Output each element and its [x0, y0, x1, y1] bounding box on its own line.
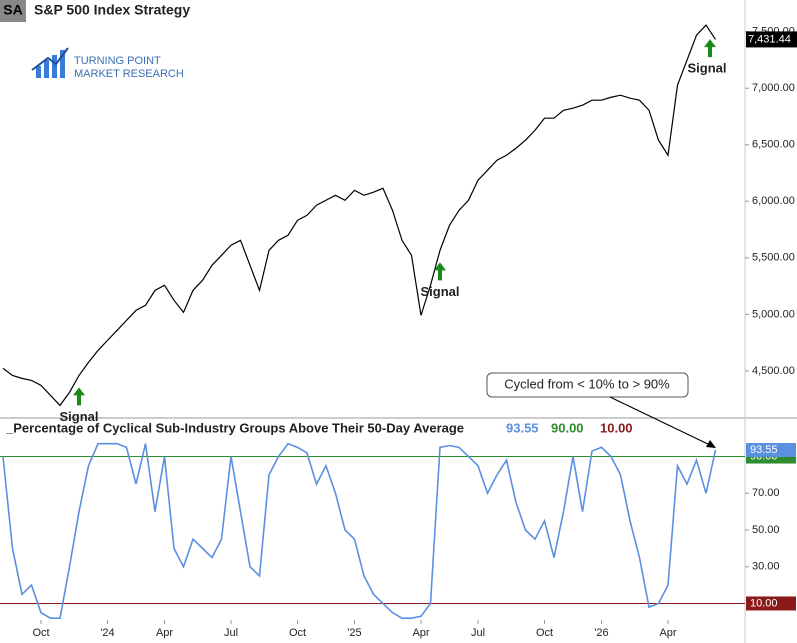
- signal-arrow: [73, 387, 85, 406]
- x-tick-label: Apr: [659, 627, 676, 639]
- logo-line: TURNING POINT: [74, 55, 161, 67]
- callout: Cycled from < 10% to > 90%: [504, 376, 670, 391]
- y-tick-label: 4,500.00: [752, 365, 795, 377]
- last-value-box: [746, 443, 796, 458]
- signal-label: Signal: [59, 409, 98, 424]
- data-line: [2, 442, 717, 619]
- y-tick-label: 70.00: [752, 487, 780, 499]
- threshold-label: 10.00: [750, 597, 778, 609]
- callout-arrow: [609, 396, 713, 447]
- panel-title: _Percentage of Cyclical Sub-Industry Gro…: [5, 420, 464, 435]
- title: S&P 500 Index Strategy: [34, 2, 190, 18]
- signal-arrow: [434, 262, 446, 281]
- y-tick-label: 5,000.00: [752, 308, 795, 320]
- y-tick-label: 5,500.00: [752, 252, 795, 264]
- y-tick-label: 6,000.00: [752, 195, 795, 207]
- last-value: 7,431.44: [748, 33, 791, 45]
- badge-box: [0, 0, 26, 22]
- y-tick-label: 7,000.00: [752, 82, 795, 94]
- badge: SA: [3, 2, 22, 18]
- y-tick-label: 30.00: [752, 561, 780, 573]
- x-tick-label: Oct: [289, 627, 306, 639]
- signal-arrow: [704, 39, 716, 58]
- legend-value: 93.55: [506, 420, 539, 435]
- logo-line: MARKET RESEARCH: [74, 68, 184, 80]
- x-tick-label: Jul: [471, 627, 485, 639]
- y-tick-label: 6,500.00: [752, 139, 795, 151]
- data-line: [2, 24, 716, 407]
- y-tick-label: 50.00: [752, 524, 780, 536]
- logo-icon: [31, 47, 69, 78]
- x-tick-label: Oct: [32, 627, 49, 639]
- last-value: 93.55: [750, 444, 778, 456]
- callout-arrow-head: [706, 440, 716, 448]
- signal-label: Signal: [687, 61, 726, 76]
- x-tick-label: Jul: [224, 627, 238, 639]
- x-tick-label: '26: [594, 627, 608, 639]
- x-tick-label: Apr: [412, 627, 429, 639]
- x-tick-label: '25: [347, 627, 361, 639]
- threshold-box: [746, 596, 796, 611]
- signal-label: Signal: [420, 284, 459, 299]
- legend-value: 90.00: [551, 420, 584, 435]
- x-tick-label: Oct: [536, 627, 553, 639]
- x-tick-label: '24: [100, 627, 114, 639]
- callout-box: [486, 372, 689, 398]
- last-value-box: [746, 31, 797, 48]
- legend-value: 10.00: [600, 420, 633, 435]
- x-tick-label: Apr: [156, 627, 173, 639]
